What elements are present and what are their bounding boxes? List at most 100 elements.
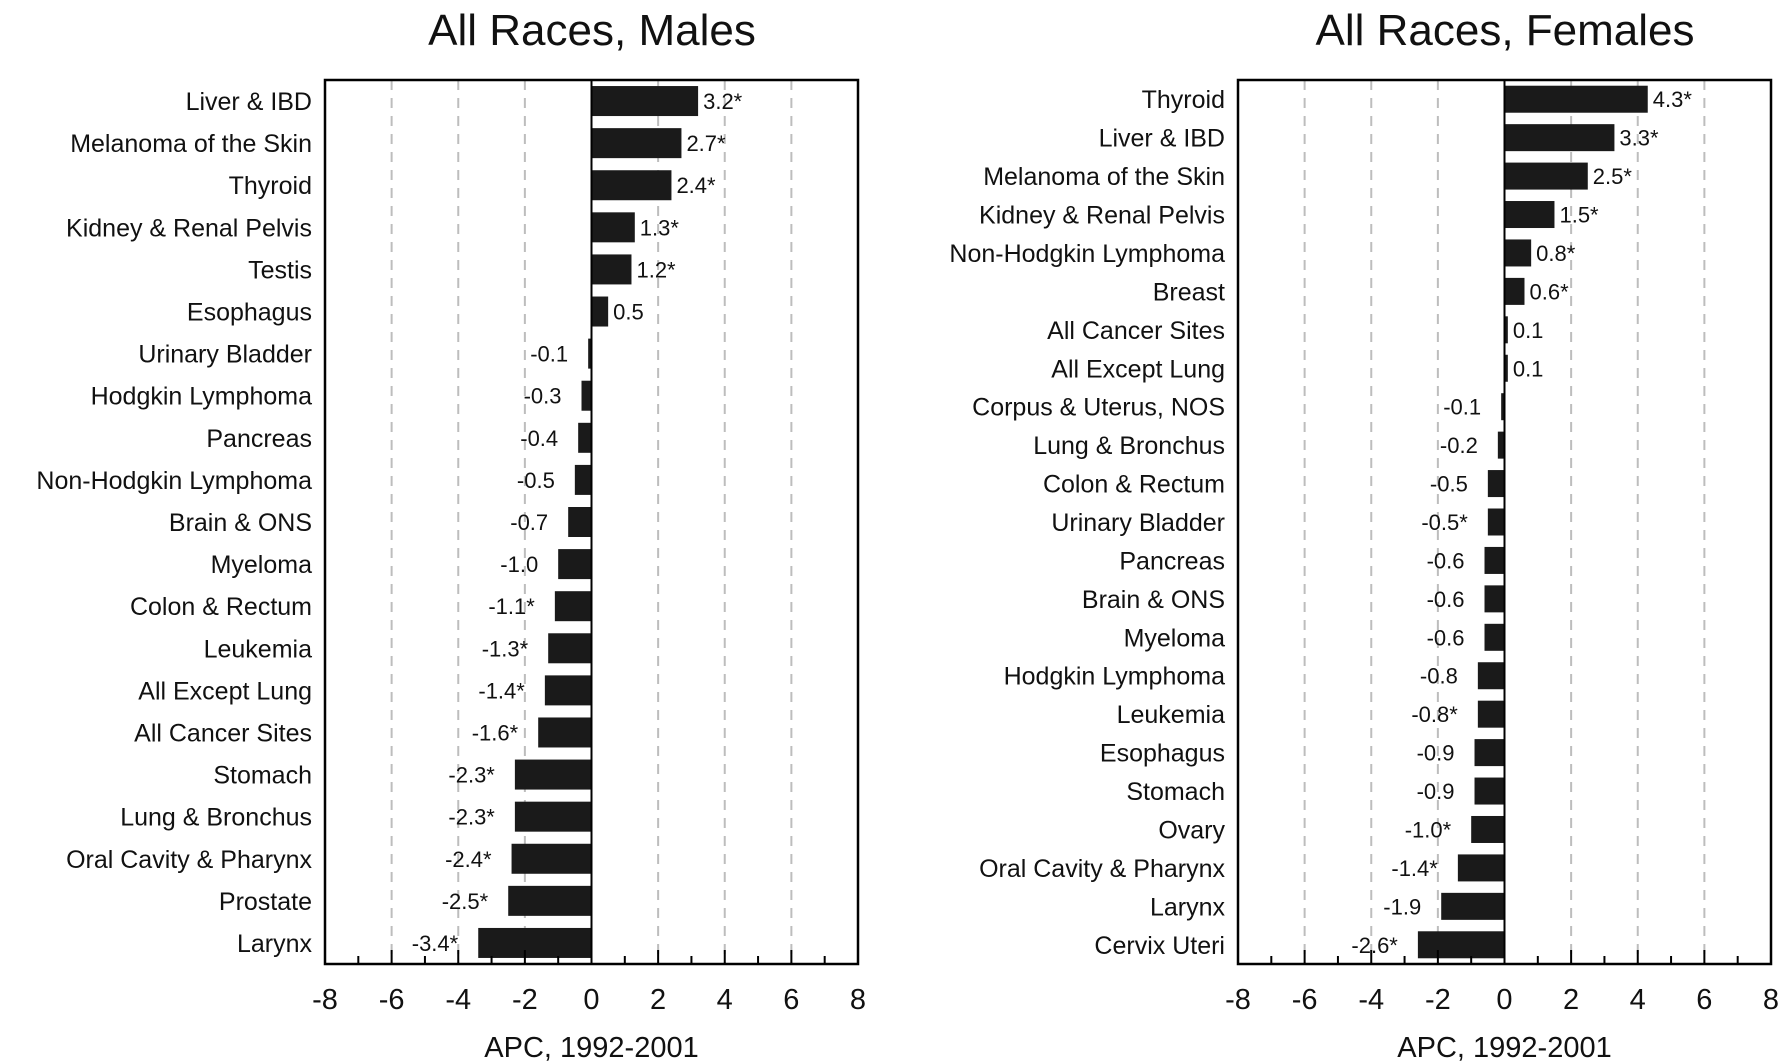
females-tick-label: -6 (1292, 984, 1318, 1016)
females-category-label: Leukemia (1117, 701, 1225, 729)
males-tick-label: 8 (850, 984, 866, 1016)
females-category-label: Liver & IBD (1099, 125, 1225, 153)
females-tick-label: 6 (1696, 984, 1712, 1016)
females-category-label: Urinary Bladder (1051, 509, 1225, 537)
females-bar (1484, 546, 1505, 574)
males-tick-label: -2 (512, 984, 538, 1016)
females-value-label: -1.4* (1391, 856, 1438, 881)
males-category-label: Lung & Bronchus (120, 804, 312, 832)
females-value-label: -0.8* (1411, 702, 1458, 727)
females-tick-label: -8 (1225, 984, 1251, 1016)
females-tick-label: -2 (1425, 984, 1451, 1016)
females-category-label: Cervix Uteri (1094, 932, 1225, 960)
females-tick-label: 2 (1563, 984, 1579, 1016)
females-category-label: Brain & ONS (1082, 586, 1225, 614)
males-bar (591, 170, 672, 201)
females-bar (1504, 316, 1508, 344)
females-bar (1497, 431, 1505, 459)
males-category-label: Colon & Rectum (130, 593, 312, 621)
males-chart-title: All Races, Males (428, 6, 756, 55)
males-category-label: Hodgkin Lymphoma (91, 383, 313, 411)
males-tick-label: 2 (650, 984, 666, 1016)
males-value-label: -3.4* (412, 931, 459, 956)
females-category-label: Stomach (1126, 778, 1225, 806)
males-category-label: All Cancer Sites (134, 719, 312, 747)
males-x-axis-label: APC, 1992-2001 (484, 1032, 698, 1062)
females-chart: All Races, Females 4.3* Thyroid 3.3* Liver &… (949, 6, 1779, 1062)
males-tick-label: -8 (312, 984, 338, 1016)
males-category-label: Melanoma of the Skin (70, 130, 312, 158)
males-chart: All Races, Males 3.2* Liver & IBD 2.7* Melan… (36, 6, 866, 1062)
females-category-label: Thyroid (1142, 86, 1225, 114)
males-category-label: Non-Hodgkin Lymphoma (36, 467, 312, 495)
females-value-label: -0.1 (1443, 395, 1481, 420)
males-category-label: Kidney & Renal Pelvis (66, 214, 312, 242)
males-bar (514, 759, 592, 790)
females-category-label: Ovary (1158, 816, 1225, 844)
females-bar (1504, 354, 1508, 382)
males-category-label: Prostate (219, 888, 312, 916)
females-value-label: -2.6* (1351, 933, 1398, 958)
males-category-label: Liver & IBD (186, 88, 312, 116)
males-value-label: -1.6* (472, 720, 519, 745)
females-category-label: Myeloma (1124, 624, 1226, 652)
males-bar (548, 633, 592, 664)
females-category-label: Corpus & Uterus, NOS (972, 394, 1225, 422)
males-bar (558, 549, 592, 580)
females-bar (1457, 854, 1505, 882)
males-category-label: Thyroid (229, 172, 312, 200)
females-bar (1504, 239, 1532, 267)
males-bar (591, 86, 699, 117)
females-category-label: Breast (1153, 278, 1225, 306)
males-bar (574, 464, 592, 495)
males-bar (514, 801, 592, 832)
females-bar (1504, 162, 1588, 190)
males-bar (581, 380, 592, 411)
females-value-label: 1.5* (1559, 203, 1599, 228)
females-value-label: -0.5* (1421, 510, 1468, 535)
females-category-label: All Cancer Sites (1047, 317, 1225, 345)
males-category-label: Stomach (213, 762, 312, 790)
males-value-label: -0.3 (524, 384, 562, 409)
females-value-label: -0.5 (1430, 472, 1468, 497)
females-value-label: -0.8 (1420, 664, 1458, 689)
males-category-label: Oral Cavity & Pharynx (66, 846, 312, 874)
females-value-label: 3.3* (1619, 126, 1659, 151)
females-bar (1417, 931, 1505, 959)
males-value-label: 2.4* (676, 173, 716, 198)
females-bar (1441, 892, 1505, 920)
females-value-label: -0.6 (1427, 587, 1465, 612)
males-tick-label: 6 (783, 984, 799, 1016)
females-tick-label: 4 (1630, 984, 1646, 1016)
males-bar (511, 843, 592, 874)
females-bar (1484, 585, 1505, 613)
females-value-label: 0.1 (1513, 356, 1544, 381)
females-value-label: 4.3* (1653, 87, 1693, 112)
males-bar (568, 507, 592, 537)
females-bar (1487, 470, 1505, 498)
females-bar (1477, 662, 1505, 690)
females-category-label: Melanoma of the Skin (983, 163, 1225, 191)
males-value-label: -2.5* (442, 889, 489, 914)
females-tick-label: 0 (1496, 984, 1512, 1016)
females-bar (1501, 393, 1505, 421)
females-value-label: 0.1 (1513, 318, 1544, 343)
females-bar (1474, 739, 1505, 767)
males-tick-label: 0 (583, 984, 599, 1016)
females-bar (1504, 277, 1525, 305)
females-bar (1504, 85, 1648, 113)
females-category-label: Lung & Bronchus (1033, 432, 1225, 460)
males-bar (591, 296, 609, 327)
males-category-label: Myeloma (211, 551, 313, 579)
males-tick-label: 4 (717, 984, 733, 1016)
females-bar (1474, 777, 1505, 805)
females-bar (1504, 201, 1555, 229)
males-bar (591, 212, 635, 243)
females-value-label: -0.9 (1417, 741, 1455, 766)
males-value-label: -0.5 (517, 468, 555, 493)
males-value-label: 1.2* (636, 257, 676, 282)
males-value-label: 3.2* (703, 89, 743, 114)
males-tick-label: -6 (379, 984, 405, 1016)
males-bar (508, 885, 592, 916)
males-category-label: Esophagus (187, 299, 312, 327)
